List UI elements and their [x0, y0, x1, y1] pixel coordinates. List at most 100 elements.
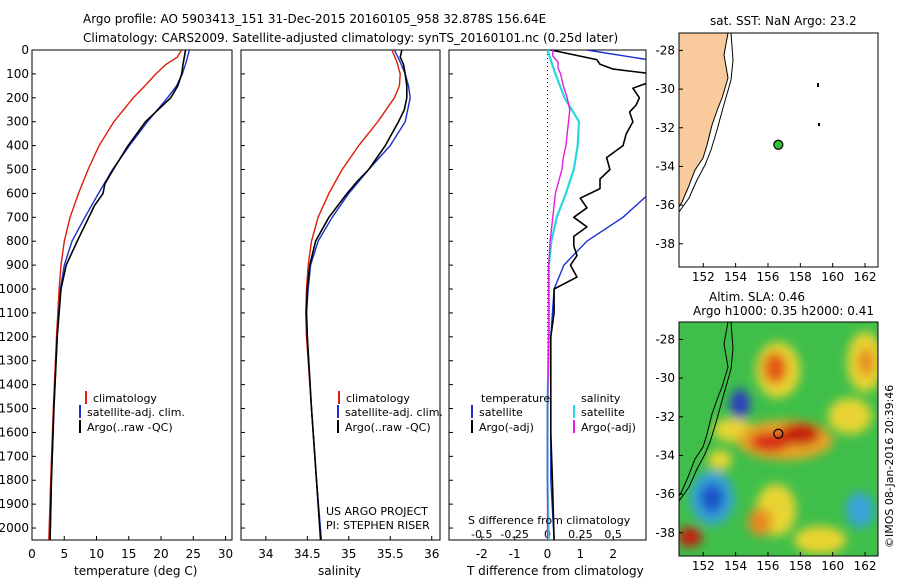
island: [817, 83, 819, 87]
argo-location-marker: [773, 428, 784, 439]
series-argo: [305, 50, 408, 540]
y-tick-label: 1500: [0, 402, 29, 416]
project-label: US ARGO PROJECT: [326, 505, 428, 518]
s-difference-axis-label: S difference from climatology: [468, 514, 631, 527]
map-x-tick-label: 152: [692, 270, 715, 284]
map-y-tick-label: -38: [655, 526, 675, 540]
series-argo-line: [305, 50, 408, 540]
map-y-tick-label: -34: [655, 448, 675, 462]
y-tick-label: 1200: [0, 330, 29, 344]
series-t-argo-line: [549, 50, 646, 540]
series-argo-line: [49, 50, 187, 540]
island: [818, 123, 820, 126]
y-tick-label: 1900: [0, 497, 29, 511]
series-argo: [49, 50, 187, 540]
argo-location-marker: [773, 139, 784, 150]
legend-label-satellite: satellite-adj. clim.: [87, 406, 185, 419]
y-tick-label: 400: [6, 139, 29, 153]
y-tick-label: 800: [6, 234, 29, 248]
legend-label-climatology: climatology: [346, 392, 410, 405]
series-t-argo: [549, 50, 646, 540]
credit-text: ©IMOS 08-Jan-2016 20:39:46: [883, 385, 896, 548]
temperature-axes: [31, 49, 233, 541]
map-y-tick-label: -36: [655, 198, 675, 212]
difference-x-label: T difference from climatology: [466, 564, 644, 578]
y-tick-label: 100: [6, 67, 29, 81]
legend-label-t-argo: Argo(-adj): [479, 421, 534, 434]
legend-label-s-argo: Argo(-adj): [581, 421, 636, 434]
series-satellite: [49, 50, 191, 540]
depth-contour: [679, 322, 734, 502]
map-y-tick-label: -30: [655, 371, 675, 385]
y-tick-label: 700: [6, 210, 29, 224]
temperature-x-label: temperature (deg C): [74, 564, 197, 578]
salinity-axes: [240, 49, 441, 541]
x-tick-label: 35.5: [377, 547, 404, 561]
map-x-tick-label: 160: [821, 270, 844, 284]
y-tick-label: 1100: [0, 306, 29, 320]
y-tick-label: 1000: [0, 282, 29, 296]
legend-header-temperature: temperature: [481, 392, 550, 405]
land-mass: [679, 322, 729, 497]
sst-map-title: sat. SST: NaN Argo: 23.2: [710, 14, 857, 28]
salinity-legend: climatology satellite-adj. clim. Argo(..…: [326, 391, 443, 532]
x-tick-label: 30: [218, 547, 233, 561]
legend-label-climatology: climatology: [93, 392, 157, 405]
x-tick-label: 1: [577, 547, 585, 561]
y-tick-label: 0: [21, 43, 29, 57]
x-tick-label: 2: [609, 547, 617, 561]
series-climatology-line: [48, 50, 183, 540]
s-tick-label: 0.5: [604, 528, 622, 541]
x-tick-label: -2: [476, 547, 488, 561]
legend-label-satellite: satellite-adj. clim.: [345, 406, 443, 419]
map-x-tick-label: 156: [757, 270, 780, 284]
x-tick-label: 5: [60, 547, 68, 561]
y-tick-label: 900: [6, 258, 29, 272]
map-y-tick-label: -32: [655, 121, 675, 135]
legend-header-salinity: salinity: [581, 392, 621, 405]
x-tick-label: 25: [186, 547, 201, 561]
map-x-tick-label: 152: [692, 559, 715, 573]
series-climatology: [305, 50, 401, 540]
series-satellite-line: [49, 50, 191, 540]
x-tick-label: 35: [341, 547, 356, 561]
s-tick-label: -0.25: [500, 528, 528, 541]
legend-label-argo: Argo(..raw -QC): [345, 421, 431, 434]
sla-map-title: Altim. SLA: 0.46: [709, 290, 805, 304]
legend-label-s-satellite: satellite: [581, 406, 625, 419]
series-s-argo-line: [546, 50, 571, 540]
y-tick-label: 1600: [0, 425, 29, 439]
y-tick-label: 2000: [0, 521, 29, 535]
sla-map-frame: [678, 321, 879, 557]
map-y-tick-label: -32: [655, 410, 675, 424]
y-tick-label: 1300: [0, 354, 29, 368]
map-x-tick-label: 160: [821, 559, 844, 573]
sst-map: [679, 33, 878, 267]
x-tick-label: 15: [121, 547, 136, 561]
header-line-2: Climatology: CARS2009. Satellite-adjuste…: [83, 31, 618, 45]
x-tick-label: 10: [89, 547, 104, 561]
series-s-argo: [546, 50, 571, 540]
header-line-1: Argo profile: AO 5903413_151 31-Dec-2015…: [83, 12, 546, 26]
series-climatology-line: [305, 50, 401, 540]
x-tick-label: 34: [258, 547, 273, 561]
map-x-tick-label: 158: [789, 559, 812, 573]
series-satellite-line: [305, 50, 411, 540]
legend-label-t-satellite: satellite: [479, 406, 523, 419]
map-y-tick-label: -28: [655, 43, 675, 57]
y-tick-label: 1800: [0, 473, 29, 487]
sla-map: [679, 322, 878, 556]
x-tick-label: 36: [424, 547, 439, 561]
map-x-tick-label: 162: [854, 270, 877, 284]
map-y-tick-label: -28: [655, 332, 675, 346]
map-x-tick-label: 156: [757, 559, 780, 573]
map-y-tick-label: -38: [655, 237, 675, 251]
x-tick-label: -1: [509, 547, 521, 561]
map-y-tick-label: -30: [655, 82, 675, 96]
map-y-tick-label: -34: [655, 159, 675, 173]
y-tick-label: 1400: [0, 378, 29, 392]
sla-anomaly-field: [679, 332, 878, 554]
map-x-tick-label: 154: [724, 559, 747, 573]
